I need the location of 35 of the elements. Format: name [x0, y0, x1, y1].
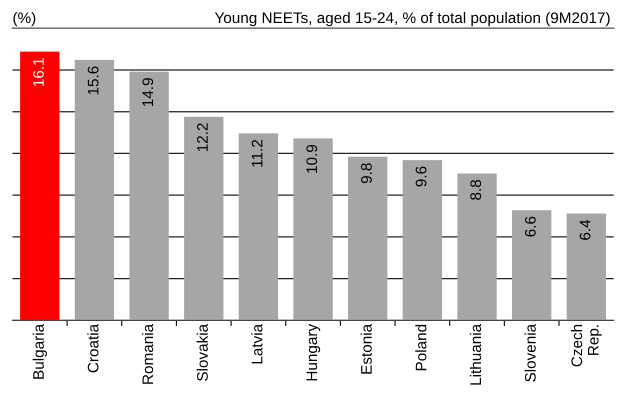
bar: [512, 210, 552, 320]
data-label: 14.9: [142, 78, 154, 106]
x-tick-label: Romania: [142, 324, 154, 384]
x-tick-label: Slovenia: [524, 324, 536, 382]
bar: [293, 138, 333, 320]
x-tick-label: Slovakia: [196, 324, 208, 381]
x-tick-label: Poland: [415, 324, 426, 370]
data-label: 9.6: [416, 166, 426, 186]
data-label: 8.8: [470, 180, 482, 200]
bar: [74, 60, 114, 320]
bar: [238, 133, 278, 320]
bar: [402, 160, 442, 320]
data-label: 12.2: [197, 123, 208, 152]
bar: [348, 156, 388, 320]
data-label: 9.8: [360, 163, 372, 184]
x-tick-label: Hungary: [306, 324, 320, 380]
chart-title: Young NEETs, aged 15-24, % of total population (9M2017): [214, 12, 610, 26]
data-label: 16.1: [33, 58, 44, 86]
bar: [457, 173, 497, 320]
bar: [566, 214, 606, 320]
data-label: 10.9: [306, 144, 318, 173]
x-tick-label: Bulgaria: [32, 324, 47, 379]
x-tick-label: Lithuania: [470, 324, 482, 385]
x-tick-label: Estonia: [360, 324, 372, 374]
x-tick-label: Croatia: [87, 324, 99, 372]
bar: [129, 72, 169, 320]
data-label: 6.4: [580, 220, 590, 240]
y-axis-title: (%): [13, 12, 36, 26]
data-label: 11.2: [252, 140, 262, 167]
x-tick-label: Latvia: [251, 324, 263, 364]
bar: [184, 116, 224, 320]
data-label: 15.6: [88, 66, 99, 94]
data-label: 6.6: [524, 216, 536, 236]
bar: [20, 52, 60, 320]
x-tick-label: Czech Rep.: [570, 324, 602, 366]
